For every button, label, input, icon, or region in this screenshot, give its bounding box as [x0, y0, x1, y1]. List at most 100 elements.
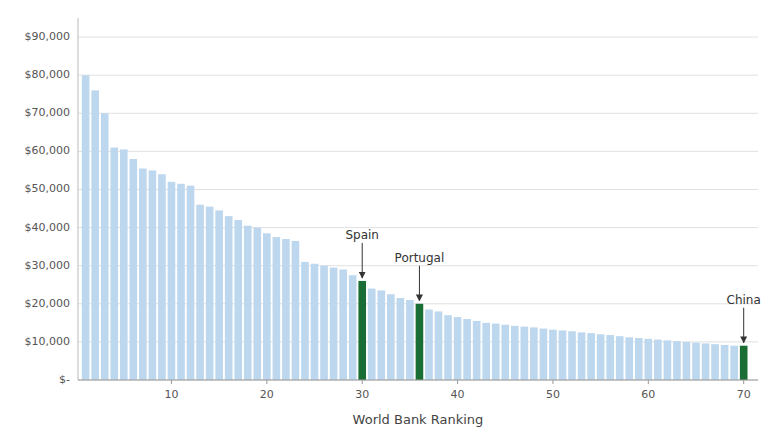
bar	[473, 321, 481, 380]
y-axis-line	[78, 18, 79, 380]
bar	[387, 294, 395, 380]
bar	[311, 264, 319, 380]
bar	[730, 346, 738, 380]
y-tick-label: $30,000	[25, 259, 71, 272]
bar	[149, 170, 157, 380]
y-grid	[78, 37, 758, 380]
y-tick-label: $10,000	[25, 335, 71, 348]
annotation: Portugal	[395, 251, 445, 265]
x-tick	[171, 380, 172, 384]
bar	[225, 216, 233, 380]
y-tick-label: $70,000	[25, 106, 71, 119]
bar	[292, 241, 300, 380]
bar	[435, 311, 443, 380]
bar	[740, 346, 748, 380]
x-tick	[743, 380, 744, 384]
bar	[339, 269, 347, 380]
x-tick	[648, 380, 649, 384]
bar	[549, 330, 557, 380]
bar	[330, 268, 338, 380]
bar	[482, 323, 490, 380]
bar	[82, 75, 90, 380]
bar	[139, 169, 147, 380]
bar	[454, 317, 462, 380]
bar	[215, 210, 223, 380]
bar	[397, 298, 405, 380]
annotation-arrow	[362, 243, 363, 278]
bar	[511, 326, 519, 380]
bar	[521, 327, 529, 380]
annotation-arrow	[743, 308, 744, 343]
bar	[368, 289, 376, 380]
x-axis-label: World Bank Ranking	[353, 412, 484, 427]
y-tick-label: $20,000	[25, 297, 71, 310]
bar	[120, 149, 128, 380]
bar	[654, 340, 662, 380]
x-tick-label: 30	[355, 388, 369, 401]
bar	[616, 336, 624, 380]
bar	[110, 148, 118, 380]
annotation: China	[727, 293, 761, 307]
annotation-arrow	[419, 266, 420, 301]
grid-line	[78, 151, 758, 152]
x-tick-label: 50	[546, 388, 560, 401]
y-tick-label: $40,000	[25, 221, 71, 234]
bar	[578, 332, 586, 380]
bar	[130, 159, 138, 380]
bar	[234, 220, 242, 380]
bar	[177, 184, 185, 380]
bar	[406, 300, 414, 380]
bar	[425, 310, 433, 380]
bar	[187, 186, 195, 380]
bar	[196, 205, 204, 380]
bar	[568, 331, 576, 380]
bar	[444, 315, 452, 380]
bar	[349, 275, 357, 380]
bar	[587, 333, 595, 380]
bar	[91, 90, 99, 380]
y-tick-label: $60,000	[25, 144, 71, 157]
bar	[301, 262, 309, 380]
bar	[253, 228, 261, 380]
bar	[645, 339, 653, 380]
bar	[664, 340, 672, 380]
bar	[101, 113, 109, 380]
grid-line	[78, 380, 758, 381]
bar	[492, 324, 500, 380]
x-axis-line	[78, 380, 758, 381]
bar	[721, 345, 729, 380]
grid-line	[78, 113, 758, 114]
annotation: Spain	[345, 228, 379, 242]
x-tick	[552, 380, 553, 384]
bar	[206, 207, 214, 380]
x-tick	[362, 380, 363, 384]
bar	[711, 344, 719, 380]
bar	[625, 337, 633, 380]
bar	[282, 239, 290, 380]
bar	[702, 343, 710, 380]
x-tick-label: 10	[164, 388, 178, 401]
y-tick-label: $-	[59, 373, 70, 386]
bar	[320, 266, 328, 380]
bar	[692, 343, 700, 380]
bar	[635, 338, 643, 380]
chart: $- $10,000 $20,000 $30,000 $40,000 $50,000 $60…	[0, 0, 780, 438]
bar	[463, 319, 471, 380]
x-tick-label: 20	[260, 388, 274, 401]
bar	[559, 330, 567, 380]
bar	[263, 233, 271, 380]
y-tick-label: $80,000	[25, 68, 71, 81]
bar	[158, 174, 166, 380]
grid-line	[78, 37, 758, 38]
y-tick-label: $90,000	[25, 30, 71, 43]
bar	[377, 290, 385, 380]
bar	[273, 237, 281, 380]
bar	[530, 327, 538, 380]
bar	[501, 325, 509, 380]
y-tick-label: $50,000	[25, 182, 71, 195]
bar	[168, 182, 176, 380]
bar	[606, 335, 614, 380]
x-tick	[457, 380, 458, 384]
bars	[82, 75, 748, 380]
x-tick-label: 70	[737, 388, 751, 401]
